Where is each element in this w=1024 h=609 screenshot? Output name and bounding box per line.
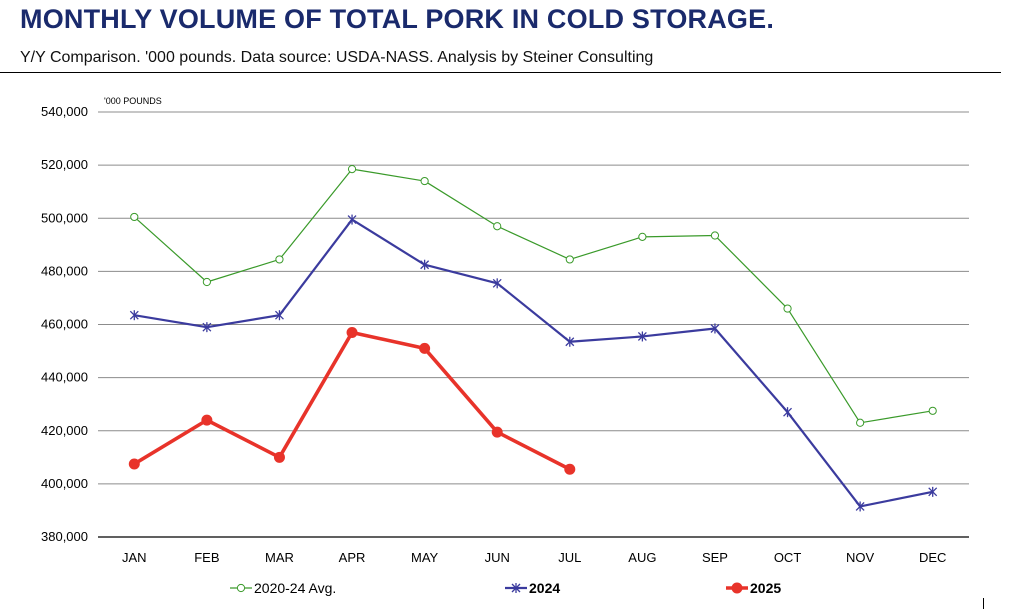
- data-point: [637, 331, 647, 342]
- x-tick-label: APR: [339, 550, 366, 565]
- y-tick-label: 440,000: [41, 370, 88, 385]
- data-point: [565, 336, 575, 347]
- data-point: [420, 259, 430, 270]
- data-point: [638, 232, 647, 241]
- legend-marker: [731, 582, 743, 594]
- x-tick-label: OCT: [774, 550, 802, 565]
- data-point: [128, 458, 140, 470]
- series-2025: [128, 326, 576, 475]
- data-point: [710, 231, 720, 240]
- y-tick-label: 460,000: [41, 317, 88, 332]
- x-tick-label: JUL: [558, 550, 581, 565]
- data-point: [856, 418, 865, 427]
- y-tick-label: 480,000: [41, 263, 88, 278]
- x-tick-label: MAY: [411, 550, 439, 565]
- x-tick-label: SEP: [702, 550, 728, 565]
- data-point: [783, 304, 792, 313]
- legend-label: 2024: [529, 580, 560, 596]
- x-tick-label: NOV: [846, 550, 875, 565]
- x-tick-label: FEB: [194, 550, 219, 565]
- data-point: [346, 326, 358, 338]
- gridlines: [98, 111, 969, 538]
- unit-label: '000 POUNDS: [104, 96, 162, 106]
- data-point: [420, 176, 429, 186]
- corner-mark: [983, 598, 984, 609]
- legend-marker: [511, 583, 521, 593]
- x-tick-label: JUN: [485, 550, 510, 565]
- y-axis: 380,000 400,000 420,000 440,000 460,000 480,0…: [41, 104, 88, 544]
- legend-item: 2020-24 Avg.: [230, 580, 336, 596]
- y-tick-label: 520,000: [41, 157, 88, 172]
- data-point: [493, 222, 502, 231]
- data-point: [710, 323, 720, 334]
- data-point: [347, 165, 357, 174]
- data-point: [565, 255, 574, 264]
- legend-marker: [236, 583, 246, 593]
- legend-label: 2020-24 Avg.: [254, 580, 336, 596]
- chart-title: MONTHLY VOLUME OF TOTAL PORK IN COLD STO…: [20, 4, 775, 34]
- legend-item: 2024: [505, 580, 560, 596]
- legend: 2020-24 Avg. 2024 2025: [230, 580, 781, 596]
- data-point: [419, 342, 431, 354]
- data-point: [492, 278, 502, 289]
- y-tick-label: 540,000: [41, 104, 88, 119]
- series-lines: [128, 165, 938, 512]
- header-divider: [0, 72, 1001, 73]
- series-2020-24-avg-: [130, 165, 937, 427]
- y-tick-label: 400,000: [41, 476, 88, 491]
- data-point: [129, 310, 139, 321]
- data-point: [202, 322, 212, 333]
- x-tick-label: DEC: [919, 550, 946, 565]
- series-line: [134, 218, 933, 508]
- data-point: [491, 426, 503, 438]
- series-line: [133, 330, 571, 471]
- x-tick-label: JAN: [122, 550, 147, 565]
- data-point: [928, 406, 937, 415]
- data-point: [564, 463, 576, 475]
- data-point: [201, 414, 213, 426]
- y-tick-label: 380,000: [41, 529, 88, 544]
- chart-subtitle: Y/Y Comparison. '000 pounds. Data source…: [20, 49, 654, 66]
- y-tick-label: 420,000: [41, 423, 88, 438]
- legend-label: 2025: [750, 580, 781, 596]
- data-point: [202, 277, 211, 287]
- data-point: [130, 212, 139, 222]
- x-tick-label: AUG: [628, 550, 656, 565]
- data-point: [273, 451, 285, 463]
- data-point: [928, 486, 938, 497]
- series-2024: [129, 214, 938, 512]
- legend-item: 2025: [726, 580, 781, 596]
- x-tick-label: MAR: [265, 550, 294, 565]
- data-point: [855, 501, 865, 512]
- x-axis: JAN FEB MAR APR MAY JUN JUL AUG SEP OCT NOV DEC: [122, 550, 946, 565]
- data-point: [783, 407, 793, 418]
- data-point: [275, 255, 284, 264]
- series-line: [133, 168, 933, 424]
- data-point: [347, 214, 357, 225]
- y-tick-label: 500,000: [41, 210, 88, 225]
- data-point: [274, 310, 284, 321]
